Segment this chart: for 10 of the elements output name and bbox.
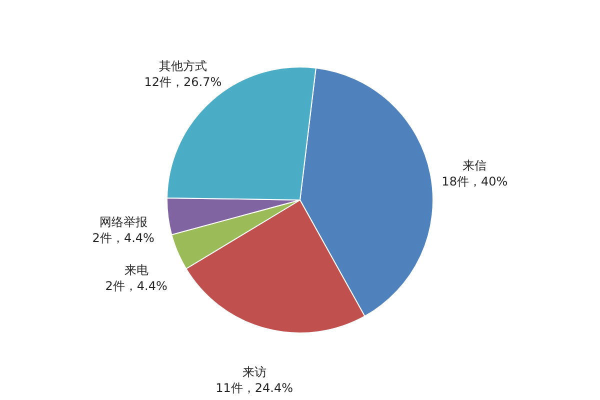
data-label: 18件，40% bbox=[442, 174, 508, 189]
slice-label: 其他方式 bbox=[158, 58, 207, 73]
slice-label: 网络举报 bbox=[99, 215, 148, 230]
data-label: 12件，26.7% bbox=[144, 74, 222, 89]
data-label: 11件，24.4% bbox=[216, 381, 293, 396]
data-label: 2件，4.4% bbox=[92, 231, 154, 246]
slice-label: 来电 bbox=[124, 262, 148, 277]
slice-label: 来访 bbox=[242, 365, 266, 380]
data-label: 2件，4.4% bbox=[105, 278, 168, 293]
slice-label: 来信 bbox=[462, 158, 487, 173]
